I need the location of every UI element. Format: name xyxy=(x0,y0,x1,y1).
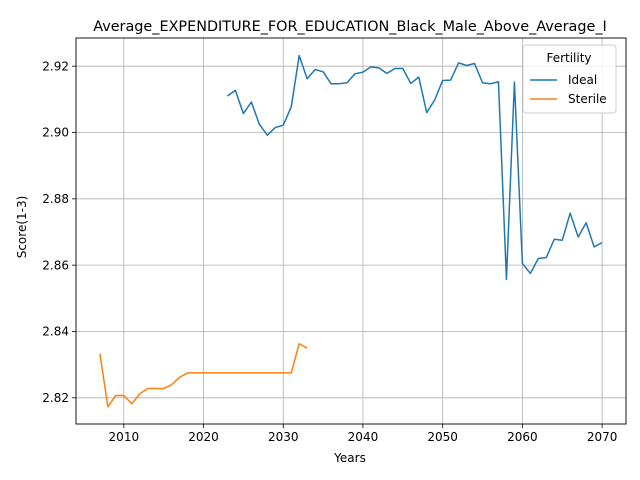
legend-label-sterile: Sterile xyxy=(568,92,607,106)
plot-area-frame xyxy=(75,37,627,425)
x-tick-label: 2040 xyxy=(348,430,379,444)
series-line-sterile xyxy=(99,343,308,408)
series-lines xyxy=(99,54,603,408)
y-tick-label: 2.86 xyxy=(42,258,69,272)
y-tick-label: 2.92 xyxy=(42,59,69,73)
chart-title: Average_EXPENDITURE_FOR_EDUCATION_Black_… xyxy=(93,19,607,35)
y-tick-label: 2.90 xyxy=(42,126,69,140)
y-tick-label: 2.84 xyxy=(42,325,69,339)
y-tick-label: 2.88 xyxy=(42,192,69,206)
x-tick-label: 2030 xyxy=(268,430,299,444)
legend-box xyxy=(522,44,617,114)
x-axis: 2010 2020 2030 2040 2050 2060 2070 xyxy=(109,424,618,444)
x-tick-label: 2050 xyxy=(427,430,458,444)
legend: Fertility Ideal Sterile xyxy=(522,44,617,114)
y-axis-label: Score(1-3) xyxy=(15,196,29,259)
legend-label-ideal: Ideal xyxy=(568,73,597,87)
y-axis: 2.82 2.84 2.86 2.88 2.90 2.92 xyxy=(42,59,76,405)
x-tick-label: 2010 xyxy=(109,430,140,444)
legend-title: Fertility xyxy=(546,51,591,65)
x-tick-label: 2060 xyxy=(507,430,538,444)
x-axis-label: Years xyxy=(333,451,366,465)
series-line-ideal xyxy=(227,54,603,281)
y-tick-label: 2.82 xyxy=(42,391,69,405)
x-tick-label: 2070 xyxy=(587,430,618,444)
x-tick-label: 2020 xyxy=(188,430,219,444)
